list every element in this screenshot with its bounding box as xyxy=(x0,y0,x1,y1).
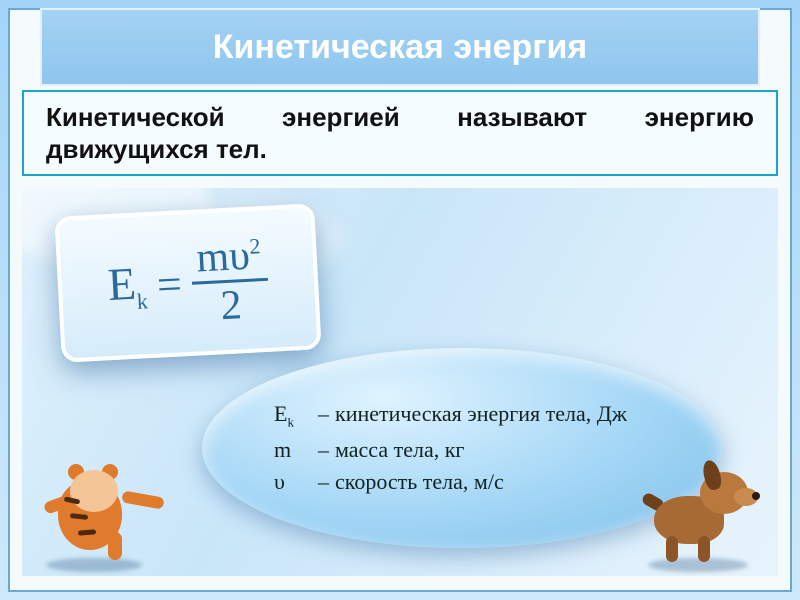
kinetic-energy-formula: Ek = mυ2 2 xyxy=(106,233,271,332)
content-canvas: Ek = mυ2 2 Ek – кинетическая энергия тел… xyxy=(22,188,778,576)
legend-sym: m xyxy=(274,437,312,463)
formula-sym-e: E xyxy=(106,258,137,310)
formula-sup-2: 2 xyxy=(249,233,261,259)
legend-sym-k: k xyxy=(287,415,294,430)
legend-text: скорость тела, м/с xyxy=(335,469,504,495)
equals-sign: = xyxy=(156,258,183,310)
dog-icon xyxy=(642,450,762,570)
formula-sym-m: m xyxy=(195,233,230,281)
formula-card: Ek = mυ2 2 xyxy=(54,203,321,362)
legend-dash: – xyxy=(318,469,329,495)
title-band: Кинетическая энергия xyxy=(40,8,760,86)
definition-text: Кинетической энергией называют энергию д… xyxy=(46,101,754,166)
slide-frame: Кинетическая энергия Кинетической энерги… xyxy=(8,8,792,592)
legend-sym: υ xyxy=(274,469,312,495)
legend-text: кинетическая энергия тела, Дж xyxy=(335,401,627,427)
formula-sym-v: υ xyxy=(228,232,251,279)
fraction-numerator: mυ2 xyxy=(189,233,268,281)
legend-dash: – xyxy=(318,437,329,463)
formula-sub-k: k xyxy=(136,288,148,314)
legend-text: масса тела, кг xyxy=(335,437,464,463)
formula-lhs: Ek xyxy=(106,256,148,316)
tiger-icon xyxy=(30,450,150,570)
formula-fraction: mυ2 2 xyxy=(189,233,270,328)
legend-line-ek: Ek – кинетическая энергия тела, Дж xyxy=(274,401,722,430)
legend-sym-e: E xyxy=(274,401,287,426)
fraction-denominator: 2 xyxy=(220,282,243,327)
definition-box: Кинетической энергией называют энергию д… xyxy=(22,90,778,176)
page-title: Кинетическая энергия xyxy=(213,28,587,67)
legend-dash: – xyxy=(318,401,329,427)
legend-sym: Ek xyxy=(274,401,312,430)
